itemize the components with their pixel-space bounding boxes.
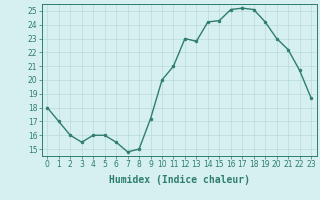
X-axis label: Humidex (Indice chaleur): Humidex (Indice chaleur) xyxy=(109,175,250,185)
